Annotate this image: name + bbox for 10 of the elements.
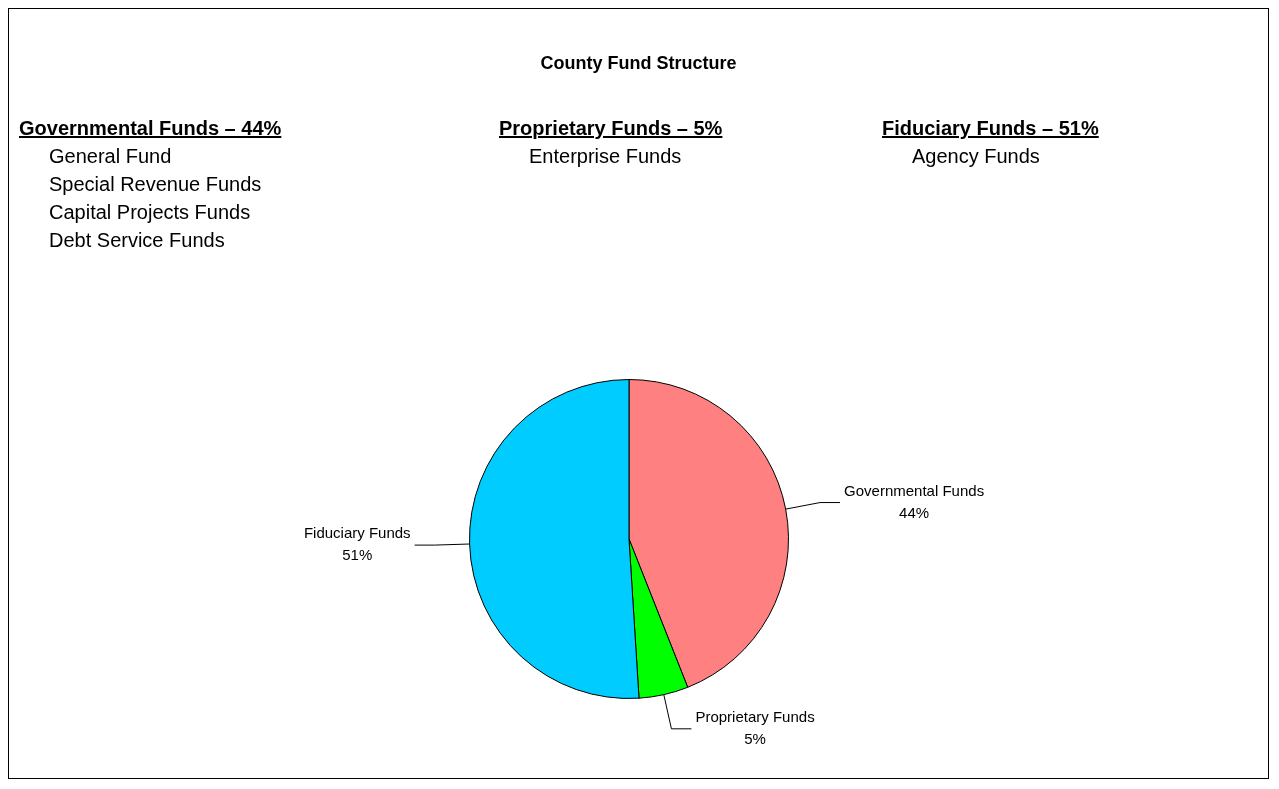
text: Governmental Funds – 44% General Fund Special Revenue Funds Capital Projects Funds Debt Service Funds (19, 116, 283, 253)
slice-label: Fiduciary Funds (303, 524, 411, 542)
data-label: 44% (899, 503, 930, 521)
data-label: 5% (744, 729, 766, 747)
data-label: 51% (342, 546, 373, 564)
text: Proprietary Funds – 5% Enterprise Funds (499, 116, 724, 169)
chart-title: County Fund Structure (539, 53, 738, 74)
text: Fiduciary Funds – 51% Agency Funds (882, 116, 1100, 169)
slice-label: Proprietary Funds (695, 707, 815, 725)
slice-label: Governmental Funds (844, 481, 985, 499)
